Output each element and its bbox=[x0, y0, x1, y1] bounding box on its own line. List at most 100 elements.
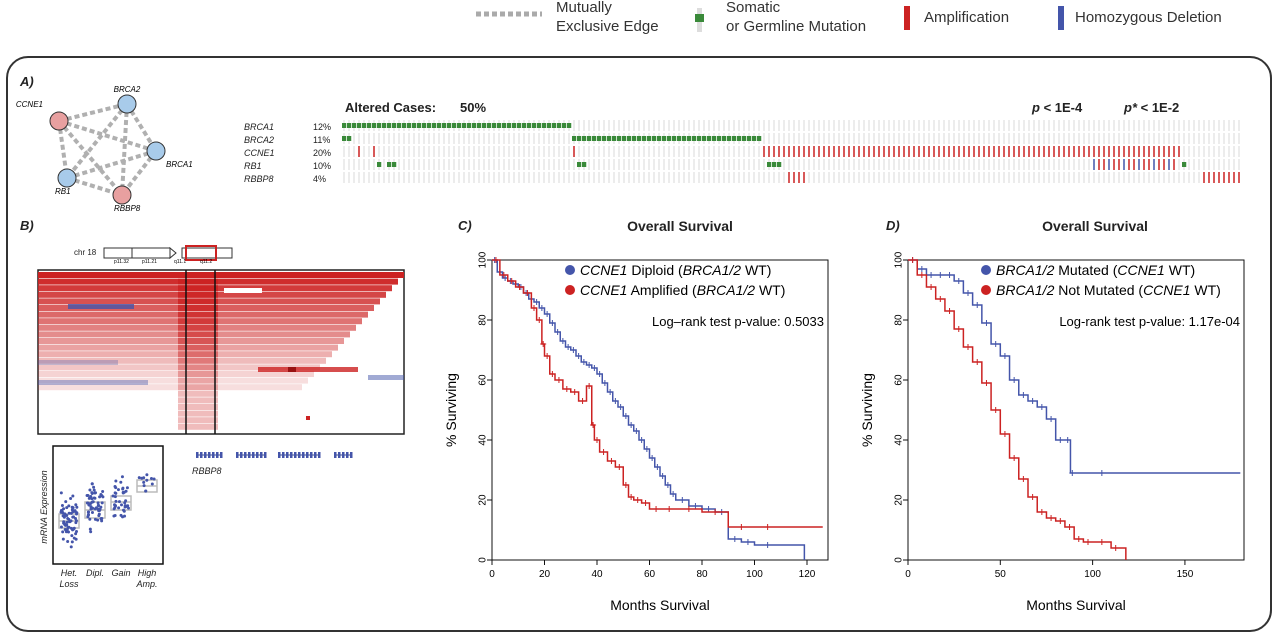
network-node-brca2 bbox=[117, 94, 137, 114]
censor-mark bbox=[575, 353, 582, 359]
expression-point bbox=[90, 511, 94, 515]
censor-mark bbox=[544, 353, 551, 359]
amplification-mark bbox=[1103, 146, 1105, 157]
amp-legend-icon bbox=[904, 6, 910, 30]
mutation-mark bbox=[432, 123, 437, 128]
mutation-mark bbox=[542, 123, 547, 128]
censor-mark bbox=[586, 362, 593, 368]
amplification-mark bbox=[1118, 146, 1120, 157]
censor-mark bbox=[937, 296, 944, 302]
legend-dot bbox=[565, 285, 575, 295]
expression-point bbox=[67, 511, 71, 515]
amplification-mark bbox=[973, 146, 975, 157]
censor-mark bbox=[1011, 455, 1018, 461]
edge-legend-label: Mutually Exclusive Edge bbox=[556, 0, 659, 35]
mutation-mark bbox=[387, 123, 392, 128]
expression-point bbox=[98, 495, 102, 499]
mutation-mark bbox=[377, 162, 382, 167]
band-label: q11.1 bbox=[174, 259, 186, 265]
censor-mark bbox=[764, 542, 771, 548]
y-tick-label: 100 bbox=[894, 251, 905, 268]
expression-point bbox=[74, 519, 78, 523]
cna-segment bbox=[38, 371, 314, 377]
exon-mark bbox=[256, 452, 259, 458]
amplification-mark bbox=[1103, 159, 1105, 170]
y-tick-label: 80 bbox=[894, 314, 905, 326]
amplification-mark bbox=[358, 146, 360, 157]
y-tick-label: 60 bbox=[894, 374, 905, 386]
mutation-mark bbox=[382, 123, 387, 128]
mutation-mark bbox=[397, 123, 402, 128]
x-tick-label: 100 bbox=[1084, 569, 1101, 580]
mutation-mark bbox=[662, 136, 667, 141]
mutation-mark bbox=[707, 136, 712, 141]
plot-area bbox=[907, 259, 1245, 561]
survival-chart-c: 0 20 40 60 80 100 120 0 20 40 60 80 100 Months Surviv… bbox=[443, 251, 829, 613]
amplification-mark bbox=[833, 146, 835, 157]
plot-area bbox=[491, 259, 829, 561]
legend-dot bbox=[981, 265, 991, 275]
amplification-mark bbox=[1228, 172, 1230, 183]
amplification-mark bbox=[798, 146, 800, 157]
censor-mark bbox=[596, 371, 603, 377]
expression-point bbox=[122, 509, 126, 513]
expression-point bbox=[86, 494, 90, 498]
amplification-mark bbox=[908, 146, 910, 157]
amplification-mark bbox=[1018, 146, 1020, 157]
expression-point bbox=[145, 478, 149, 482]
censor-mark bbox=[622, 482, 629, 488]
network-edge bbox=[58, 102, 128, 123]
boxplot-category-label: High Amp. bbox=[136, 568, 158, 589]
p-value-1: p < 1E-4 bbox=[1032, 100, 1083, 115]
censor-mark bbox=[608, 458, 615, 464]
expression-point bbox=[145, 473, 149, 477]
mutation-mark bbox=[437, 123, 442, 128]
x-tick-label: 150 bbox=[1177, 569, 1194, 580]
mrna-boxplot bbox=[52, 445, 164, 565]
exon-mark bbox=[306, 452, 309, 458]
expression-point bbox=[60, 508, 64, 512]
expression-point bbox=[88, 517, 92, 521]
mutation-mark bbox=[567, 123, 572, 128]
expression-point bbox=[152, 477, 156, 481]
panel-c-label: C) bbox=[458, 218, 472, 233]
mutation-mark bbox=[627, 136, 632, 141]
mutation-mark bbox=[772, 162, 777, 167]
mrna-ylabel: mRNA Expression bbox=[39, 470, 49, 544]
mutation-mark bbox=[367, 123, 372, 128]
exon-mark bbox=[342, 452, 345, 458]
censor-mark bbox=[594, 437, 600, 443]
mutation-mark bbox=[577, 162, 582, 167]
amplification-mark bbox=[983, 146, 985, 157]
mutation-mark bbox=[502, 123, 507, 128]
panel-d-label: D) bbox=[886, 218, 900, 233]
mutation-mark bbox=[657, 136, 662, 141]
x-tick-label: 40 bbox=[591, 569, 603, 580]
amplification-mark bbox=[1113, 146, 1115, 157]
expression-point bbox=[64, 530, 68, 534]
x-tick-label: 0 bbox=[489, 569, 495, 580]
expression-point bbox=[60, 503, 64, 507]
censor-mark bbox=[591, 365, 598, 371]
mutation-mark bbox=[372, 123, 377, 128]
expression-point bbox=[114, 479, 118, 483]
amplification-mark bbox=[793, 172, 795, 183]
amplification-mark bbox=[1158, 146, 1160, 157]
censor-mark bbox=[492, 257, 499, 263]
amplification-mark bbox=[998, 146, 1000, 157]
mutation-legend-icon bbox=[695, 8, 704, 32]
censor-mark bbox=[559, 338, 566, 344]
censor-mark bbox=[540, 341, 547, 347]
amplification-mark bbox=[953, 146, 955, 157]
mutation-mark bbox=[682, 136, 687, 141]
censor-mark bbox=[983, 320, 990, 326]
mutation-mark bbox=[742, 136, 747, 141]
expression-point bbox=[113, 484, 117, 488]
cna-segment bbox=[38, 384, 302, 391]
series-legend-label: CCNE1 Amplified (BRCA1/2 WT) bbox=[580, 282, 785, 298]
amplification-mark bbox=[853, 146, 855, 157]
y-tick-label: 20 bbox=[894, 494, 905, 506]
expression-point bbox=[87, 503, 91, 507]
expression-point bbox=[117, 500, 121, 504]
network-node-label: RB1 bbox=[55, 187, 71, 196]
